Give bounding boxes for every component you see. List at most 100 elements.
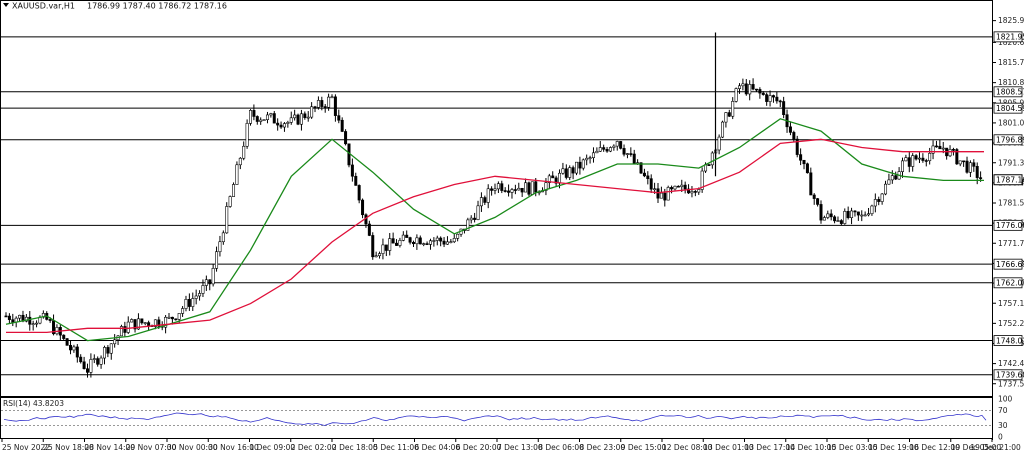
candle-body bbox=[102, 347, 106, 359]
level-price-tag-label: 1808.57 bbox=[996, 88, 1024, 97]
candle-body bbox=[7, 315, 11, 320]
price-tick-label: 1781.50 bbox=[998, 199, 1024, 208]
candle-body bbox=[432, 240, 436, 242]
time-tick-label: 28 Nov 14:00 bbox=[85, 443, 136, 452]
candle-body bbox=[731, 101, 735, 117]
candle-body bbox=[286, 122, 290, 124]
candle-body bbox=[269, 113, 273, 116]
candle-body bbox=[473, 217, 477, 220]
candle-body bbox=[500, 183, 504, 191]
candle-body bbox=[476, 205, 480, 220]
candle-body bbox=[921, 157, 925, 161]
level-price-tag-label: 1739.68 bbox=[996, 371, 1024, 380]
candle-body bbox=[619, 141, 623, 149]
candle-body bbox=[744, 83, 748, 95]
candle-body bbox=[401, 234, 405, 241]
candle-body bbox=[320, 100, 324, 107]
candle-body bbox=[140, 318, 144, 324]
candle-body bbox=[558, 172, 562, 184]
level-price-tag bbox=[993, 219, 1023, 231]
time-tick-label: 5 Dec 11:00 bbox=[373, 443, 419, 452]
level-price-tag-label: 1804.59 bbox=[996, 104, 1024, 113]
candle-body bbox=[863, 214, 867, 217]
candle-body bbox=[853, 210, 857, 213]
candle-body bbox=[48, 319, 52, 321]
time-tick-label: 13 Dec 17:00 bbox=[745, 443, 796, 452]
candle-body bbox=[221, 232, 225, 243]
candle-body bbox=[622, 148, 626, 155]
candle-body bbox=[204, 279, 208, 286]
candle-body bbox=[293, 114, 297, 119]
candle-body bbox=[676, 185, 680, 188]
candle-body bbox=[449, 241, 453, 244]
candles bbox=[4, 32, 983, 378]
time-tick-label: 14 Dec 10:00 bbox=[786, 443, 837, 452]
candle-body bbox=[612, 145, 616, 148]
candle-body bbox=[418, 237, 422, 245]
candle-body bbox=[340, 119, 344, 132]
candle-body bbox=[65, 338, 69, 346]
candle-body bbox=[75, 346, 79, 358]
price-tick-label: 1791.30 bbox=[998, 158, 1024, 167]
candle-body bbox=[303, 113, 307, 118]
candle-body bbox=[28, 316, 32, 325]
candle-body bbox=[958, 160, 962, 165]
candle-body bbox=[771, 95, 775, 98]
candle-body bbox=[367, 223, 371, 236]
candle-body bbox=[554, 177, 558, 184]
candle-body bbox=[816, 198, 820, 205]
time-tick-label: 15 Dec 03:00 bbox=[827, 443, 878, 452]
candle-body bbox=[327, 96, 331, 108]
candle-body bbox=[551, 175, 555, 179]
candle-body bbox=[62, 334, 66, 339]
candle-body bbox=[680, 184, 684, 188]
candle-body bbox=[194, 295, 198, 299]
candle-body bbox=[670, 187, 674, 190]
candle-body bbox=[4, 315, 8, 318]
candle-body bbox=[836, 220, 840, 222]
time-tick-label: 19 Dec 05:00 bbox=[951, 443, 1002, 452]
candle-body bbox=[170, 316, 174, 320]
price-tick-label: 1737.50 bbox=[998, 379, 1024, 388]
candle-body bbox=[646, 175, 650, 179]
candle-body bbox=[941, 147, 945, 150]
candle-body bbox=[411, 241, 415, 245]
candle-body bbox=[503, 190, 507, 192]
candle-body bbox=[870, 205, 874, 215]
candle-body bbox=[843, 211, 847, 224]
candle-body bbox=[585, 157, 589, 161]
level-price-tag bbox=[993, 86, 1023, 98]
level-price-tag bbox=[993, 277, 1023, 289]
rsi-label: RSI(14) 43.8203 bbox=[3, 399, 64, 408]
candle-body bbox=[371, 235, 375, 258]
candle-body bbox=[442, 240, 446, 245]
price-tick-label: 1771.70 bbox=[998, 239, 1024, 248]
candle-body bbox=[727, 112, 731, 117]
candle-body bbox=[510, 189, 514, 193]
candle-body bbox=[877, 199, 881, 202]
candle-body bbox=[574, 161, 578, 174]
candle-body bbox=[809, 172, 813, 196]
candle-body bbox=[69, 345, 73, 351]
time-tick-label: 7 Dec 13:00 bbox=[497, 443, 543, 452]
candle-body bbox=[31, 323, 35, 325]
level-price-tag-label: 1762.07 bbox=[996, 279, 1024, 288]
candle-body bbox=[707, 164, 711, 166]
candle-body bbox=[350, 164, 354, 177]
price-tick-label: 1757.10 bbox=[998, 299, 1024, 308]
candle-body bbox=[534, 181, 538, 193]
candle-body bbox=[615, 141, 619, 147]
candle-body bbox=[191, 298, 195, 307]
candle-body bbox=[904, 157, 908, 162]
support-resistance-levels bbox=[1, 36, 992, 376]
candle-body bbox=[931, 145, 935, 154]
candle-body bbox=[693, 191, 697, 193]
candle-body bbox=[880, 193, 884, 202]
candle-body bbox=[792, 132, 796, 140]
level-price-tag-label: 1821.95 bbox=[996, 33, 1024, 42]
candle-body bbox=[405, 234, 409, 238]
triangle-down-icon[interactable] bbox=[3, 3, 9, 7]
level-price-tag-label: 1748.01 bbox=[996, 336, 1024, 345]
candle-body bbox=[737, 85, 741, 89]
